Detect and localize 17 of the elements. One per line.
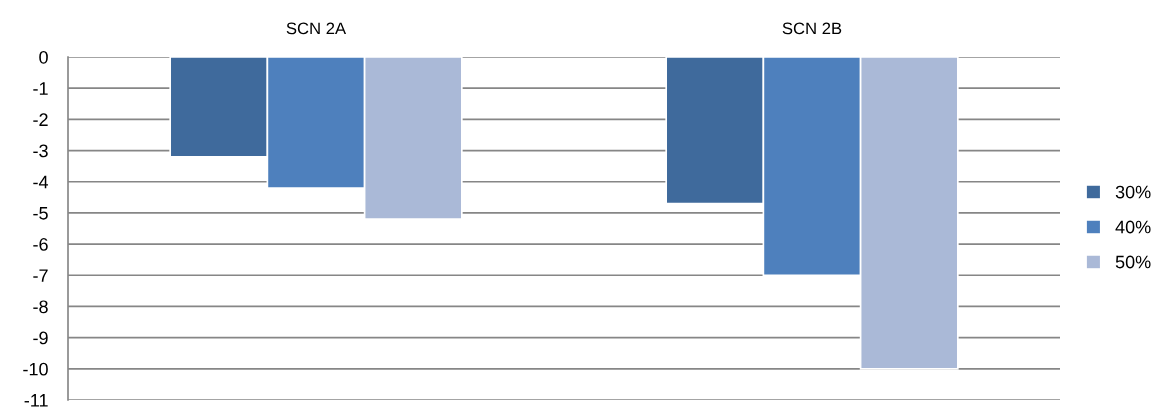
- y-tick-label: -1: [33, 82, 48, 95]
- legend-label: 40%: [1115, 220, 1151, 234]
- legend-label: 30%: [1115, 185, 1151, 199]
- x-tick-label: SCN 2B: [782, 22, 842, 35]
- y-tick-label: -8: [33, 300, 48, 314]
- y-tick-label: -4: [33, 175, 49, 189]
- y-tick-label: -11: [24, 394, 48, 407]
- y-tick-label: -9: [33, 331, 48, 345]
- x-tick-label: SCN 2A: [286, 22, 347, 35]
- y-tick-label: 0: [39, 50, 48, 64]
- legend-label: 50%: [1115, 255, 1151, 269]
- y-tick-label: -7: [33, 269, 48, 282]
- y-tick-label: -5: [33, 207, 48, 220]
- y-tick-label: -10: [23, 362, 48, 376]
- y-tick-label: -6: [33, 238, 48, 251]
- y-tick-label: -3: [33, 144, 48, 158]
- y-tick-label: -2: [33, 113, 48, 126]
